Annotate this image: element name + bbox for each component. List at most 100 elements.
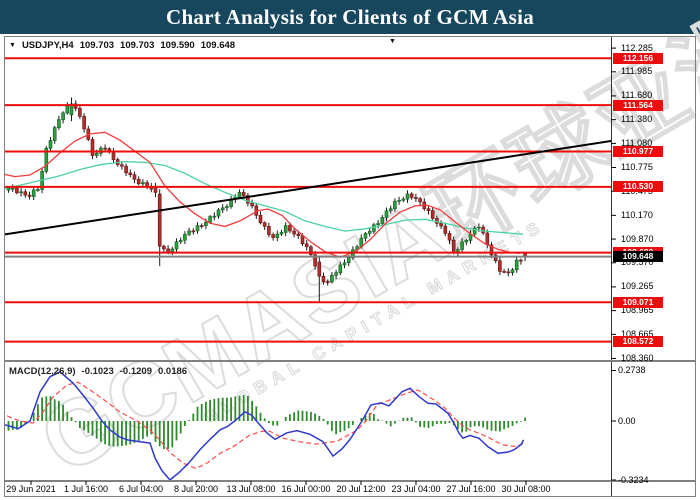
price-level-badge: 110.530 — [613, 181, 663, 193]
candle-bearish — [430, 210, 435, 219]
candle-bullish — [195, 225, 200, 232]
ohlc-open: 109.703 — [79, 40, 115, 51]
candle-bearish — [246, 195, 250, 204]
candle-bearish — [258, 215, 263, 224]
candle-bullish — [187, 230, 191, 235]
chart-shift-marker: ▼ — [389, 38, 396, 45]
candle-bearish — [111, 151, 116, 160]
macd-scale-label: 0.00 — [618, 415, 636, 426]
candle-bullish — [36, 189, 40, 191]
candle-bearish — [317, 261, 322, 277]
macd-main-value: -0.1023 — [81, 366, 114, 377]
candle-bullish — [174, 241, 179, 250]
candle-bullish — [220, 207, 225, 211]
ohlc-low: 109.590 — [160, 40, 195, 51]
candle-bullish — [384, 210, 389, 218]
candle-bearish — [325, 281, 330, 284]
symbol-timeframe-label: USDJPY,H4 — [21, 40, 74, 51]
candle-bearish — [447, 233, 452, 241]
macd-indicator-header: MACD(12,26,9) -0.1023 -0.1209 0.0186 — [9, 366, 187, 377]
price-tick-label: 109.570 — [621, 257, 654, 268]
candle-bearish — [439, 223, 443, 227]
ohlc-close: 109.648 — [200, 40, 236, 51]
candle-bearish — [519, 259, 523, 262]
candle-bullish — [405, 193, 410, 200]
candle-bearish — [120, 164, 124, 167]
candle-bearish — [309, 246, 313, 255]
price-tick-label: 111.080 — [621, 137, 653, 148]
candle-bearish — [506, 271, 511, 274]
candle-bullish — [372, 224, 376, 232]
ohlc-high: 109.703 — [120, 40, 155, 51]
candle-bullish — [363, 233, 368, 239]
candle-bullish — [510, 269, 515, 274]
time-axis-label: 8 Jul 20:00 — [173, 484, 219, 494]
candle-bearish — [321, 275, 326, 283]
page-title: Chart Analysis for Clients of GCM Asia — [165, 4, 535, 29]
candle-bullish — [367, 231, 372, 234]
price-tick-label: 111.380 — [621, 114, 653, 125]
candle-bullish — [31, 189, 36, 197]
candle-bearish — [300, 235, 305, 245]
candle-bullish — [397, 199, 401, 202]
candle-bullish — [208, 216, 212, 223]
candle-bullish — [388, 208, 393, 212]
candle-bullish — [279, 232, 284, 235]
candle-bearish — [136, 179, 141, 185]
candle-bearish — [250, 202, 254, 207]
candle-bullish — [376, 223, 380, 226]
trendline[interactable] — [0, 140, 611, 236]
time-axis-label: 23 Jul 04:00 — [391, 484, 441, 494]
price-level-badge: 109.071 — [613, 296, 663, 308]
candle-bearish — [414, 197, 418, 199]
candle-bullish — [393, 200, 397, 210]
candle-bullish — [334, 272, 338, 276]
candle-bullish — [94, 152, 99, 156]
candle-bearish — [153, 187, 158, 193]
candle-bearish — [162, 245, 166, 250]
candle-bearish — [15, 187, 19, 194]
candle-bearish — [493, 254, 498, 262]
candle-bearish — [191, 230, 196, 233]
candle-bearish — [288, 225, 292, 232]
macd-scale-label: -0.3234 — [618, 475, 649, 486]
candle-bullish — [514, 259, 519, 271]
price-level-badge: 111.564 — [613, 99, 663, 111]
candle-bearish — [292, 230, 296, 235]
candle-bearish — [267, 226, 271, 235]
candle-bearish — [271, 234, 275, 238]
candle-bearish — [489, 244, 494, 256]
candle-bearish — [157, 193, 162, 247]
candle-bullish — [178, 239, 183, 243]
candle-bearish — [451, 239, 456, 254]
candle-bearish — [78, 108, 82, 117]
symbol-ohlc-header: ▼ USDJPY,H4 109.703 109.703 109.590 109.… — [9, 40, 235, 51]
candle-bearish — [128, 172, 133, 175]
candle-bullish — [204, 221, 208, 226]
price-level-badge: 112.156 — [613, 52, 663, 64]
price-tick-label: 108.965 — [621, 305, 654, 316]
candle-bullish — [472, 227, 477, 235]
price-tick-label: 110.170 — [621, 209, 653, 220]
macd-signal-value: -0.1209 — [119, 366, 152, 377]
candle-bullish — [380, 217, 385, 224]
price-tick-label: 110.775 — [621, 161, 653, 172]
macd-signal-line — [5, 381, 524, 470]
candle-bullish — [275, 233, 280, 238]
candle-bearish — [241, 192, 246, 196]
candle-bullish — [61, 112, 65, 120]
candle-bullish — [19, 191, 23, 194]
candle-bearish — [199, 225, 204, 227]
time-axis-label: 30 Jul 08:00 — [501, 484, 551, 494]
macd-label: MACD(12,26,9) — [9, 366, 76, 377]
candle-bearish — [132, 174, 137, 180]
candle-bullish — [10, 187, 15, 190]
candle-bearish — [409, 193, 414, 198]
candle-bullish — [52, 127, 57, 141]
time-axis-label: 20 Jul 12:00 — [336, 484, 386, 494]
candle-bearish — [313, 254, 317, 267]
price-level-badge: 110.977 — [613, 146, 663, 158]
time-axis-label: 6 Jul 04:00 — [118, 484, 164, 494]
